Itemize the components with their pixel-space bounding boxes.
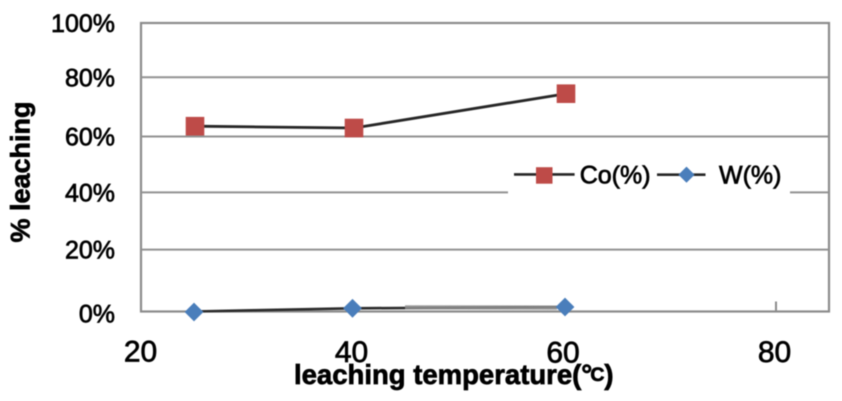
svg-text:40: 40 bbox=[335, 336, 368, 369]
svg-text:0%: 0% bbox=[79, 300, 115, 328]
svg-text:100%: 100% bbox=[51, 10, 115, 38]
svg-text:60: 60 bbox=[546, 337, 579, 370]
svg-text:% leaching: % leaching bbox=[5, 101, 35, 242]
svg-text:Co(%): Co(%) bbox=[580, 162, 651, 190]
svg-text:20%: 20% bbox=[65, 237, 115, 265]
svg-text:W(%): W(%) bbox=[719, 162, 781, 190]
svg-text:80: 80 bbox=[758, 336, 791, 369]
svg-text:40%: 40% bbox=[65, 179, 115, 207]
svg-text:80%: 80% bbox=[65, 64, 115, 92]
svg-text:20: 20 bbox=[124, 336, 157, 369]
svg-text:60%: 60% bbox=[65, 124, 115, 152]
svg-text:leaching temperature(°C): leaching temperature(°C) bbox=[294, 359, 614, 390]
